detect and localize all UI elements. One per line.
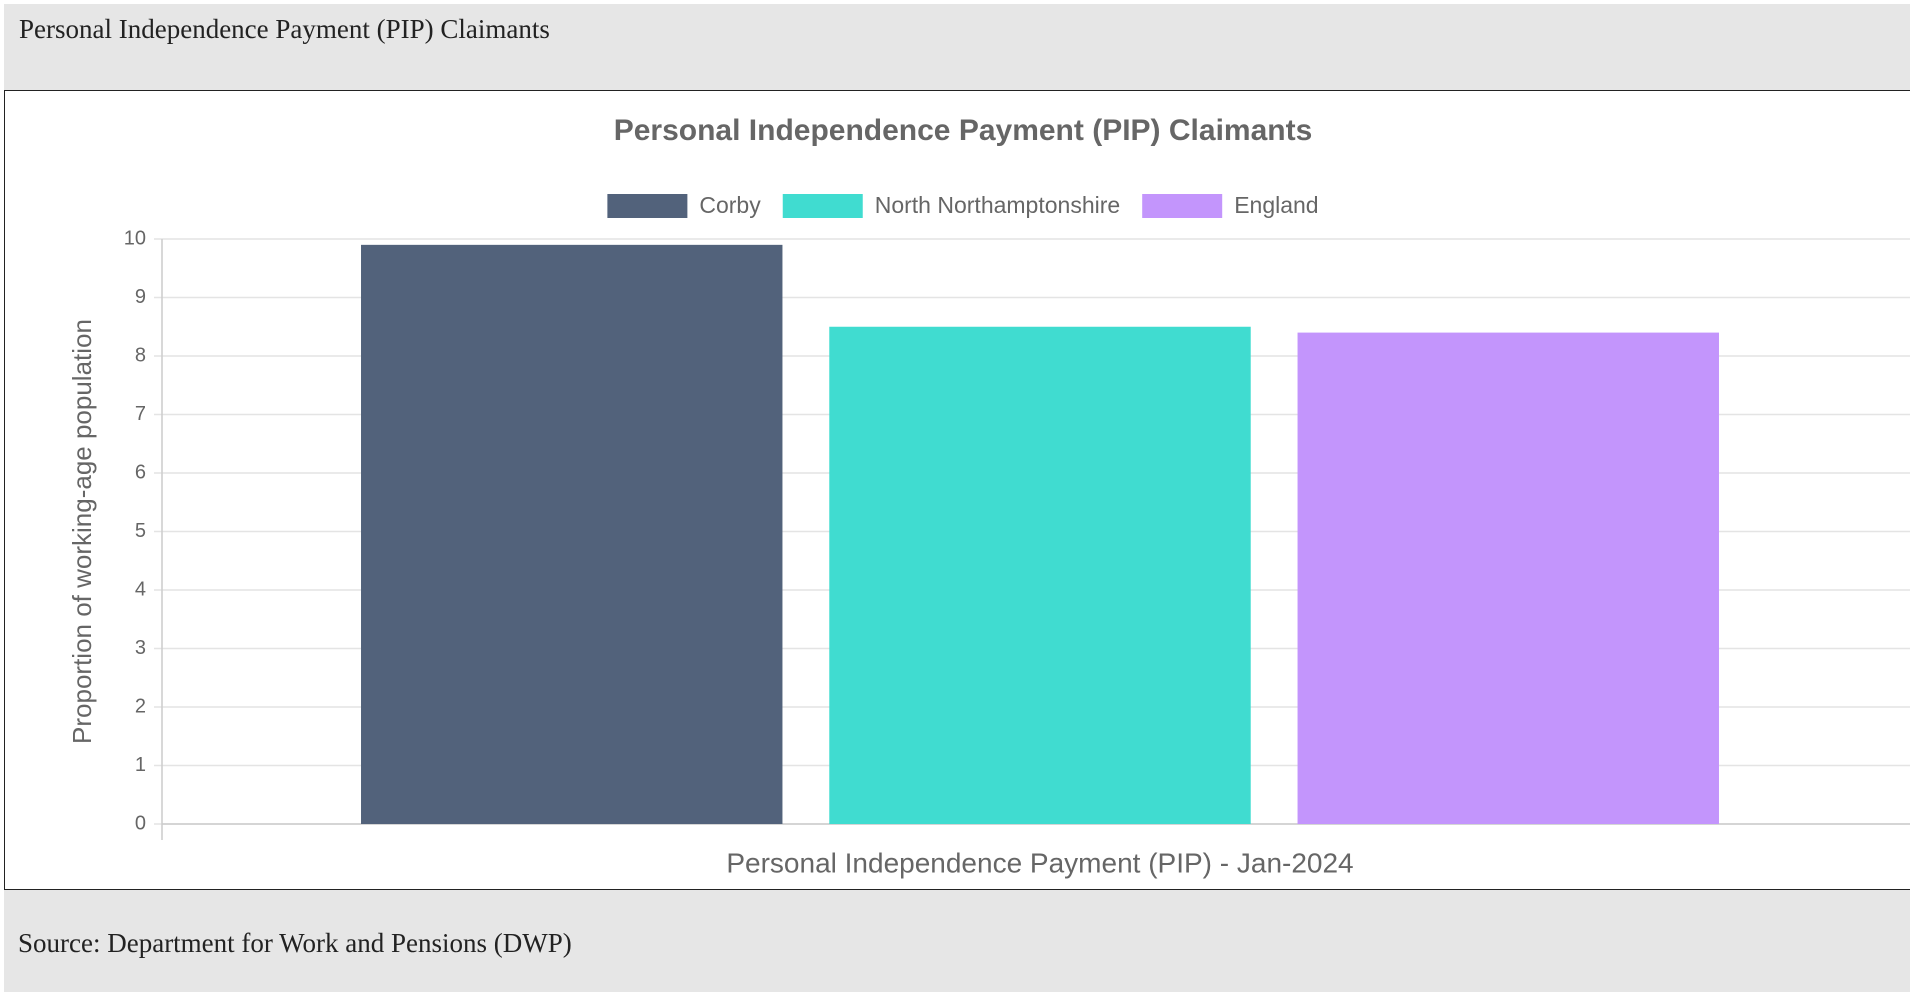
header: Personal Independence Payment (PIP) Clai… [4,4,1910,90]
bar [1297,332,1719,824]
legend-swatch [607,194,688,218]
legend-swatch [782,194,863,218]
legend-label: North Northamptonshire [875,192,1120,218]
y-tick-label: 4 [135,578,146,600]
y-tick-label: 3 [135,637,146,659]
y-axis-label: Proportion of working-age population [67,319,97,744]
bar [361,244,783,825]
y-tick-label: 8 [135,344,146,366]
legend-label: Corby [699,192,761,218]
y-tick-label: 9 [135,286,146,308]
header-title: Personal Independence Payment (PIP) Clai… [19,14,550,44]
chart-title: Personal Independence Payment (PIP) Clai… [614,114,1313,147]
bar [829,326,1251,824]
chart-box: Personal Independence Payment (PIP) Clai… [4,90,1910,890]
y-tick-label: 2 [135,695,146,717]
legend-swatch [1142,194,1223,218]
y-tick-label: 6 [135,461,146,483]
source: Source: Department for Work and Pensions… [18,928,572,958]
legend-label: England [1234,192,1318,218]
footer: Source: Department for Work and Pensions… [4,890,1910,992]
y-tick-label: 7 [135,403,146,425]
y-tick-label: 1 [135,754,146,776]
x-tick-label: Personal Independence Payment (PIP) - Ja… [726,847,1353,878]
chart: Personal Independence Payment (PIP) Clai… [67,114,1910,878]
y-tick-label: 10 [124,227,146,249]
y-tick-label: 0 [135,812,146,834]
y-tick-label: 5 [135,520,146,542]
